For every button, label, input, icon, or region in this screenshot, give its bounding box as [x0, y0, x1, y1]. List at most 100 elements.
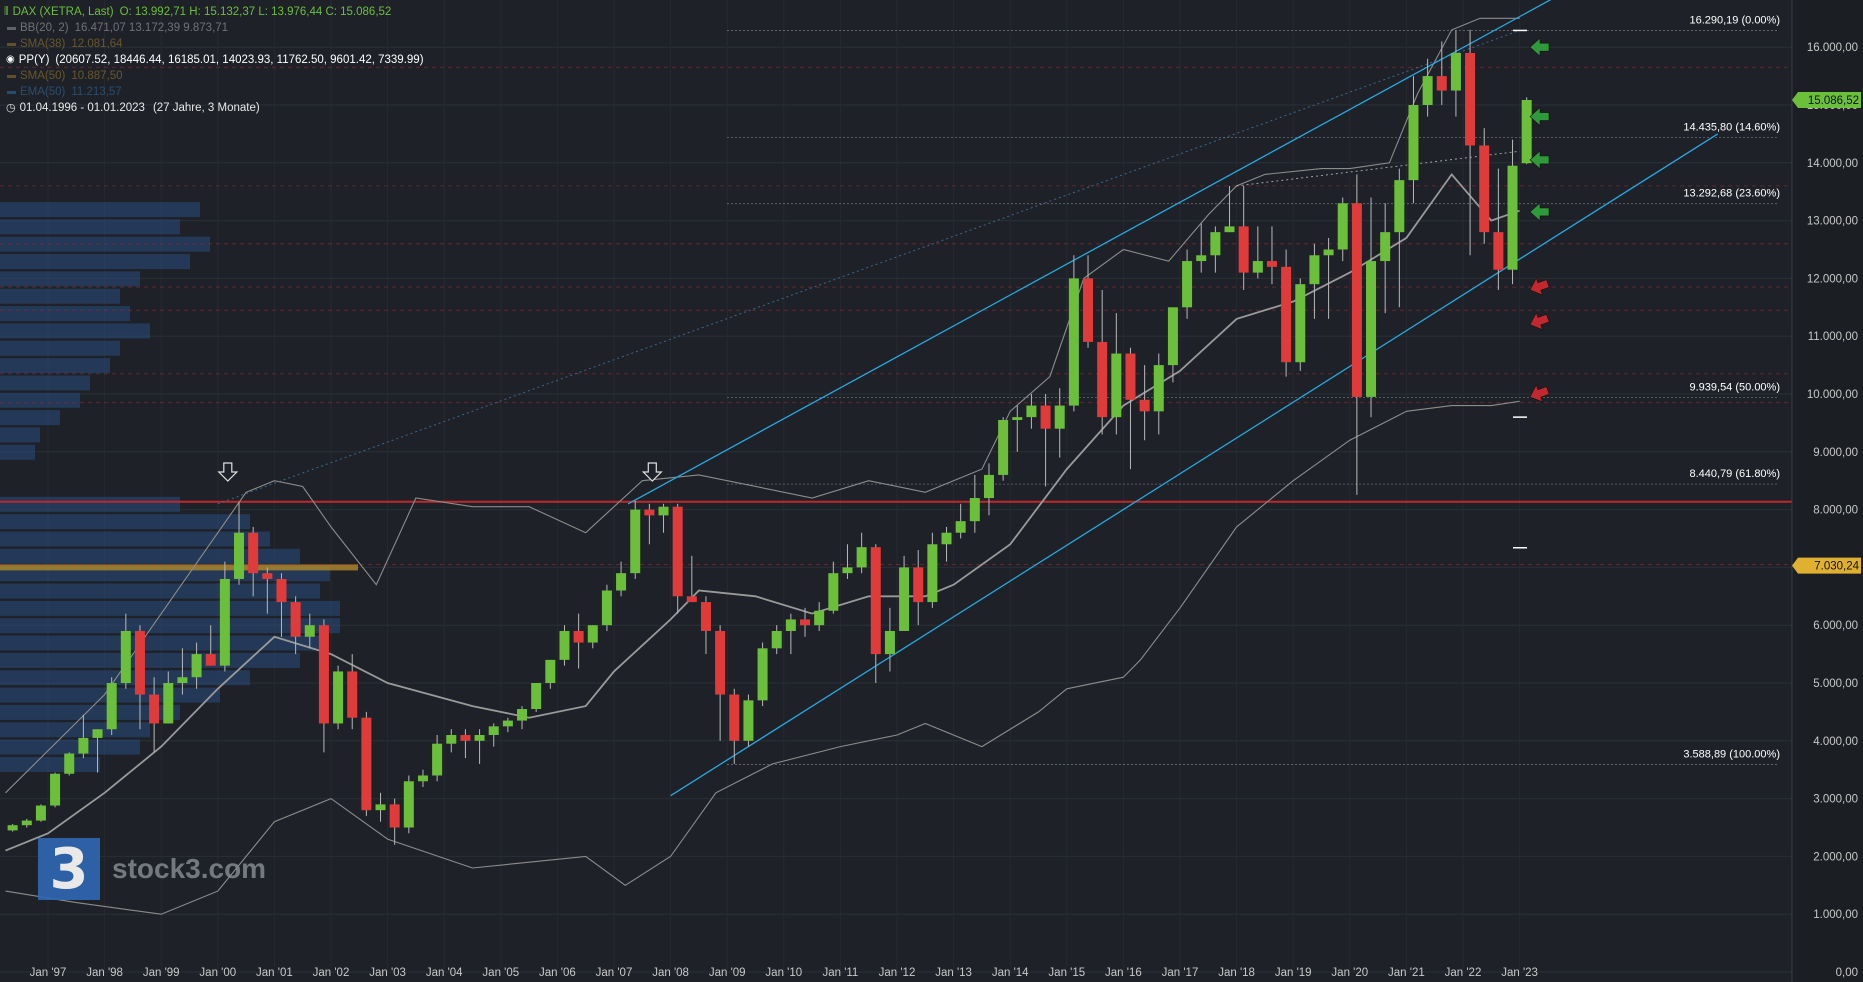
candle-up [842, 567, 853, 574]
y-tick-label: 13.000,00 [1807, 216, 1858, 228]
chart-background [0, 0, 1792, 982]
volume-profile-bar [0, 514, 250, 530]
candle-down [248, 532, 259, 574]
candle-up [502, 720, 513, 727]
x-tick-label: Jan '23 [1501, 967, 1538, 979]
x-tick-label: Jan '15 [1048, 967, 1085, 979]
candle-down [389, 804, 400, 828]
candle-up [191, 654, 202, 678]
candle-down [1266, 261, 1277, 267]
volume-profile-bar [0, 219, 180, 235]
price-tag [1792, 557, 1861, 574]
y-axis-panel[interactable] [1792, 0, 1863, 982]
candle-up [1210, 232, 1221, 256]
candle-up [488, 726, 499, 736]
candle-up [1026, 405, 1037, 418]
fibonacci-label: 14.435,80 (14.60%) [1683, 122, 1780, 134]
legend-title-row[interactable]: ⫼ DAX (XETRA, Last) O: 13.992,71 H: 15.1… [4, 4, 424, 20]
fibonacci-label: 3.588,89 (100.00%) [1683, 749, 1780, 761]
candle-up [1309, 255, 1320, 285]
x-tick-label: Jan '03 [369, 967, 406, 979]
candle-up [1366, 261, 1377, 397]
candle-up [630, 509, 641, 574]
candle-down [700, 602, 711, 631]
bullish-arrow-icon [1529, 106, 1550, 127]
volume-profile-bar [0, 323, 150, 339]
candle-up [106, 683, 117, 730]
x-tick-label: Jan '22 [1445, 967, 1482, 979]
legend-indicator-pp[interactable]: ◉ PP(Y) (20607.52, 18446.44, 16185.01, 1… [4, 52, 424, 68]
volume-profile-bar [0, 496, 180, 512]
y-tick-label: 5.000,00 [1813, 678, 1858, 690]
candles-icon: ⫼ [4, 6, 9, 17]
legend-indicator-bb[interactable]: BB(20, 2) 16.471,07 13.172,39 9.873,71 [4, 20, 424, 36]
x-tick-label: Jan '02 [313, 967, 350, 979]
candle-up [120, 630, 131, 683]
candle-up [983, 474, 994, 499]
period-duration: (27 Jahre, 3 Monate) [152, 102, 260, 114]
candle-up [955, 521, 966, 533]
fibonacci-label: 16.290,19 (0.00%) [1689, 14, 1780, 26]
candle-down [276, 578, 287, 603]
candle-up [616, 573, 627, 591]
y-tick-label: 11.000,00 [1808, 331, 1858, 343]
candle-down [573, 630, 584, 643]
candle-up [375, 804, 386, 811]
candle-up [1153, 365, 1164, 412]
legend-indicator-ema50[interactable]: EMA(50) 11.213,57 [4, 84, 424, 100]
x-tick-label: Jan '14 [992, 967, 1029, 979]
candle-up [743, 700, 754, 741]
candle-down [1040, 405, 1051, 429]
volume-profile-bar [0, 375, 90, 391]
candle-down [729, 694, 740, 741]
volume-profile-bar [0, 254, 190, 270]
bollinger-upper-line [5, 17, 1520, 794]
candle-down [1097, 341, 1108, 418]
y-tick-label: 6.000,00 [1813, 620, 1858, 632]
candle-down [1125, 353, 1136, 400]
x-tick-label: Jan '06 [539, 967, 576, 979]
y-tick-label: 10.000,00 [1807, 389, 1858, 401]
volume-profile-bar [0, 635, 320, 651]
indicator-values: (20607.52, 18446.44, 16185.01, 14023.93,… [55, 54, 424, 66]
candle-up [601, 590, 612, 626]
volume-profile-bar [0, 202, 200, 218]
y-tick-label: 14.000,00 [1807, 158, 1858, 170]
y-tick-label: 16.000,00 [1807, 42, 1858, 54]
candle-down [913, 567, 924, 603]
legend-period[interactable]: ◷ 01.04.1996 - 01.01.2023 (27 Jahre, 3 M… [4, 100, 424, 116]
candle-up [1450, 52, 1461, 91]
candle-up [828, 573, 839, 611]
y-tick-label: 9.000,00 [1813, 447, 1858, 459]
candle-up [403, 781, 414, 828]
line-swatch-icon [7, 42, 16, 46]
candle-up [304, 625, 315, 637]
legend-indicator-sma50[interactable]: SMA(50) 10.887,50 [4, 68, 424, 84]
price-tag-label: 15.086,52 [1808, 95, 1859, 107]
candle-down [644, 509, 655, 516]
indicator-name: SMA(50) [20, 70, 66, 82]
volume-profile-bar [0, 306, 130, 322]
x-tick-label: Jan '97 [30, 967, 67, 979]
candle-down [134, 630, 145, 695]
x-axis[interactable]: Jan '97 Jan '98 Jan '99 Jan '00 Jan '01 Jan '… [30, 967, 1538, 979]
candle-down [686, 596, 697, 603]
candle-up [1295, 284, 1306, 363]
candle-up [474, 735, 485, 741]
volume-profile-bar [0, 271, 140, 287]
indicator-values: 16.471,07 13.172,39 9.873,71 [74, 22, 229, 34]
candle-up [927, 544, 938, 603]
candle-up [50, 773, 61, 806]
horizontal-levels [0, 30, 1792, 765]
x-tick-label: Jan '98 [86, 967, 123, 979]
candle-up [1252, 261, 1263, 273]
y-tick-label: 8.000,00 [1813, 505, 1858, 517]
legend-indicator-sma38[interactable]: SMA(38) 12.081,64 [4, 36, 424, 52]
candle-down [1238, 226, 1249, 273]
price-tags: 15.086,52 7.030,24 [1792, 91, 1861, 574]
candle-up [1068, 278, 1079, 406]
target-icon: ◉ [6, 54, 15, 65]
candle-down [1493, 232, 1504, 270]
candle-up [587, 625, 598, 643]
